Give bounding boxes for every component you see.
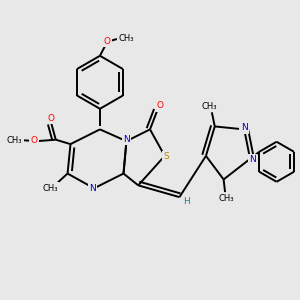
Text: CH₃: CH₃ — [219, 194, 234, 203]
Text: CH₃: CH₃ — [119, 34, 134, 43]
Text: O: O — [104, 37, 111, 46]
Text: N: N — [89, 184, 96, 194]
Text: O: O — [157, 101, 164, 110]
Text: CH₃: CH₃ — [7, 136, 22, 145]
Text: H: H — [183, 197, 190, 206]
Text: N: N — [249, 155, 256, 164]
Text: N: N — [241, 123, 247, 132]
Text: N: N — [123, 135, 130, 144]
Text: CH₃: CH₃ — [201, 102, 217, 111]
Text: S: S — [164, 152, 169, 161]
Text: O: O — [48, 114, 55, 123]
Text: O: O — [31, 136, 38, 146]
Text: CH₃: CH₃ — [42, 184, 58, 193]
